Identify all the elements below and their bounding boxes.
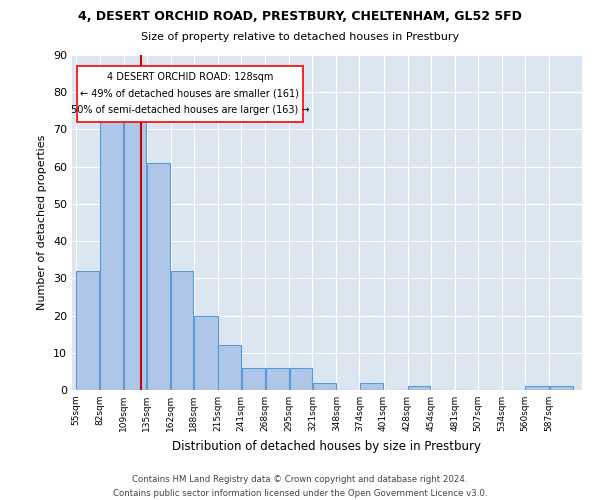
Bar <box>266 368 289 390</box>
Text: ← 49% of detached houses are smaller (161): ← 49% of detached houses are smaller (16… <box>80 88 299 99</box>
Bar <box>218 346 241 390</box>
X-axis label: Distribution of detached houses by size in Prestbury: Distribution of detached houses by size … <box>173 440 482 452</box>
Text: 4, DESERT ORCHID ROAD, PRESTBURY, CHELTENHAM, GL52 5FD: 4, DESERT ORCHID ROAD, PRESTBURY, CHELTE… <box>78 10 522 23</box>
Bar <box>550 386 572 390</box>
Bar <box>171 271 193 390</box>
Bar <box>290 368 312 390</box>
Text: 4 DESERT ORCHID ROAD: 128sqm: 4 DESERT ORCHID ROAD: 128sqm <box>107 72 273 82</box>
Bar <box>124 118 146 390</box>
Bar <box>100 107 123 390</box>
Text: Size of property relative to detached houses in Prestbury: Size of property relative to detached ho… <box>141 32 459 42</box>
Bar <box>194 316 218 390</box>
Bar <box>77 66 302 122</box>
Text: 50% of semi-detached houses are larger (163) →: 50% of semi-detached houses are larger (… <box>71 106 309 116</box>
Bar <box>408 386 430 390</box>
Bar <box>526 386 548 390</box>
Bar <box>147 163 170 390</box>
Y-axis label: Number of detached properties: Number of detached properties <box>37 135 47 310</box>
Bar <box>76 271 99 390</box>
Bar <box>313 382 336 390</box>
Text: Contains HM Land Registry data © Crown copyright and database right 2024.
Contai: Contains HM Land Registry data © Crown c… <box>113 476 487 498</box>
Bar <box>242 368 265 390</box>
Bar <box>360 382 383 390</box>
